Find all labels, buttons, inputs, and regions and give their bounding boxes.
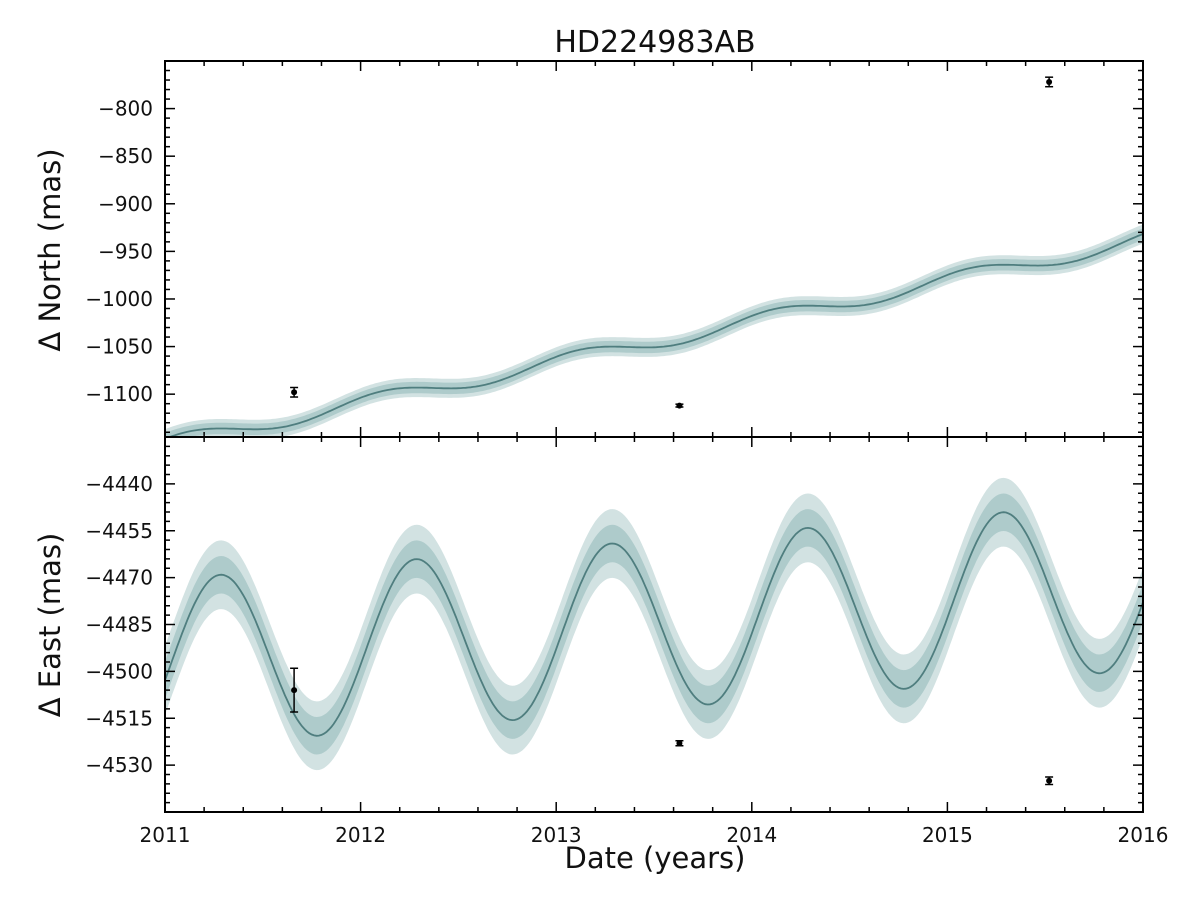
x-tick-label: 2016 [1118, 823, 1169, 847]
observation-point [676, 740, 683, 747]
north-axis-label: Δ North (mas) [33, 148, 67, 351]
observation-point [1046, 78, 1053, 85]
east-axis-label: Δ East (mas) [33, 533, 67, 718]
chart-title: HD224983AB [554, 25, 755, 60]
y-tick-label: −4485 [85, 613, 153, 637]
y-tick-label: −4470 [85, 566, 153, 590]
y-tick-label: −1050 [85, 335, 153, 359]
y-tick-label: −4530 [85, 753, 153, 777]
y-tick-label: −800 [98, 97, 153, 121]
x-tick-label: 2015 [922, 823, 973, 847]
plot-area [165, 477, 1143, 771]
east-panel: −4530 −4515 −4500 −4485 −4470 −4455 −4440 2011 2… [85, 436, 1169, 847]
observation-point [291, 389, 298, 396]
x-tick-label: 2012 [335, 823, 386, 847]
y-tick-label: −1100 [85, 382, 153, 406]
model-band-inner [165, 228, 1143, 437]
observation-point [676, 402, 683, 409]
x-tick-label: 2013 [531, 823, 582, 847]
observation-point [291, 687, 298, 694]
panel-frame [164, 60, 1144, 438]
model-band-inner [165, 493, 1143, 755]
y-tick-label: −4440 [85, 472, 153, 496]
plot-area [165, 224, 1143, 437]
y-tick-label: −4455 [85, 519, 153, 543]
date-axis-label: Date (years) [565, 841, 746, 875]
north-panel: −1100 −1050 −1000 −950 −900 −850 −800 [85, 60, 1144, 438]
model-line [165, 511, 1143, 737]
y-tick-label: −850 [98, 144, 153, 168]
x-tick-label: 2011 [140, 823, 191, 847]
y-tick-label: −900 [98, 192, 153, 216]
model-line [166, 233, 1143, 437]
y-tick-label: −4515 [85, 706, 153, 730]
y-tick-label: −950 [98, 239, 153, 263]
x-tick-label: 2014 [726, 823, 777, 847]
y-tick-label: −4500 [85, 659, 153, 683]
observation-point [1046, 777, 1053, 784]
y-tick-label: −1000 [85, 287, 153, 311]
